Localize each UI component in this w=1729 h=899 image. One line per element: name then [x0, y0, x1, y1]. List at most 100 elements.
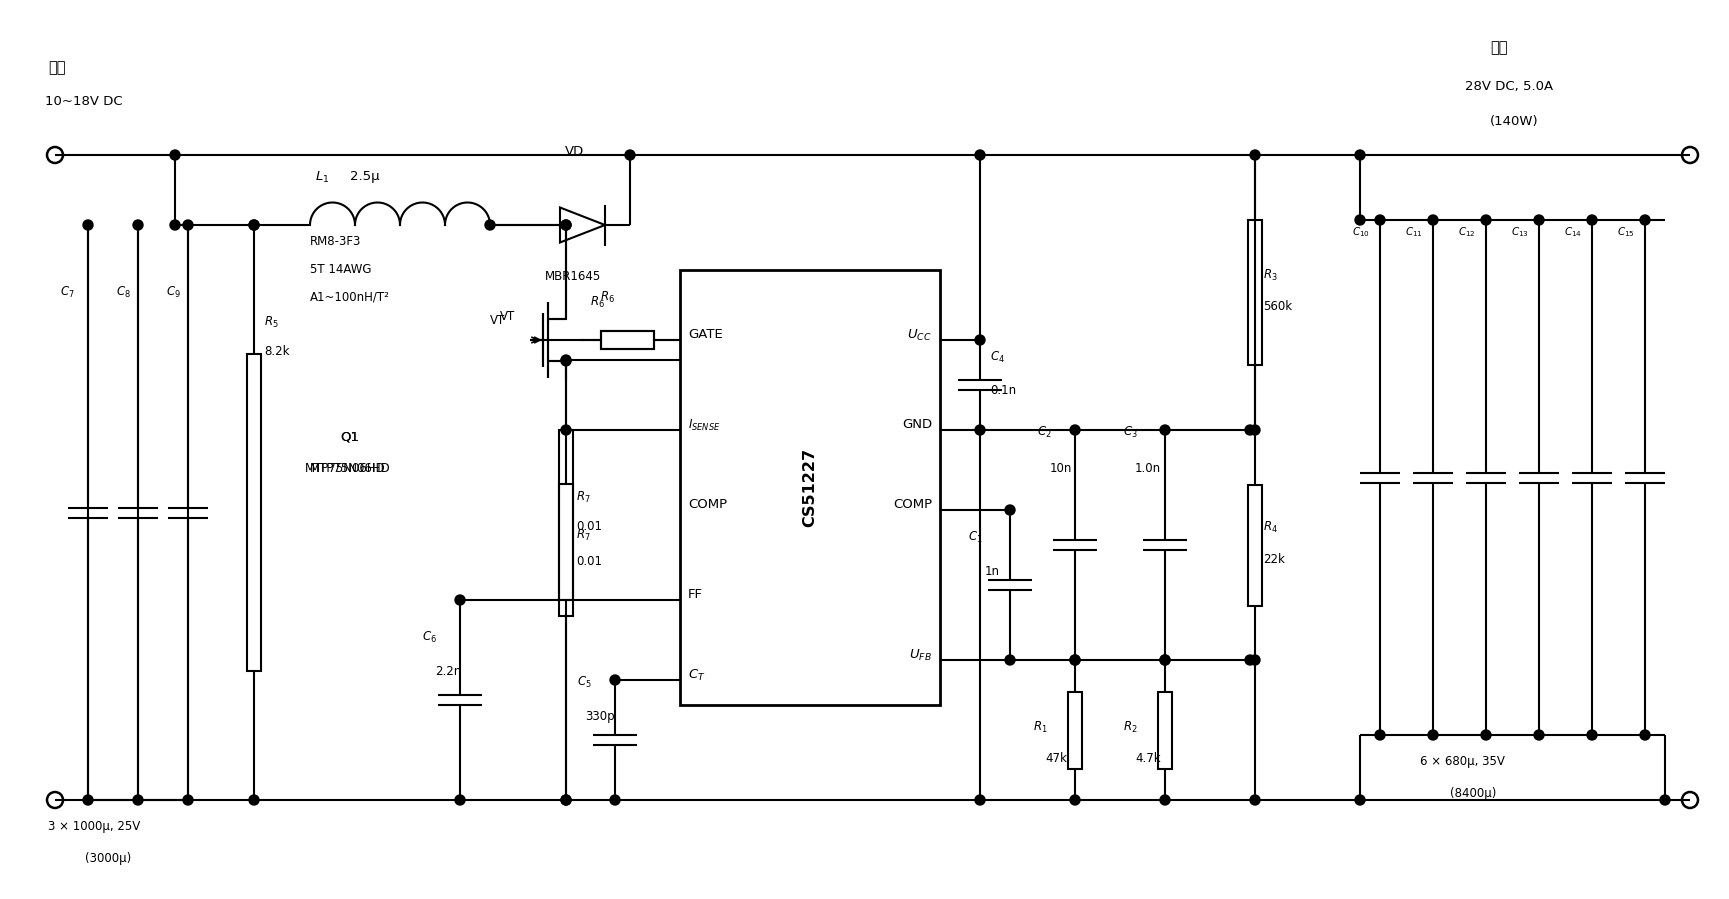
Circle shape [249, 795, 259, 805]
Bar [1248, 219, 1262, 365]
Circle shape [455, 795, 465, 805]
Circle shape [1587, 215, 1598, 225]
Circle shape [1250, 425, 1260, 435]
Circle shape [1641, 730, 1649, 740]
Circle shape [1245, 425, 1255, 435]
Text: $C_{13}$: $C_{13}$ [1511, 225, 1528, 239]
Circle shape [1245, 655, 1255, 665]
Text: $C_3$: $C_3$ [1124, 425, 1138, 441]
Text: $C_8$: $C_8$ [116, 285, 131, 300]
Bar [1248, 485, 1262, 606]
Circle shape [1641, 215, 1649, 225]
Text: 8.2k: 8.2k [265, 345, 289, 358]
Bar [558, 484, 572, 616]
Circle shape [1356, 150, 1364, 160]
Circle shape [560, 795, 571, 805]
Text: 输入: 输入 [48, 60, 66, 75]
Text: 1n: 1n [986, 565, 999, 578]
Text: $C_{10}$: $C_{10}$ [1352, 225, 1369, 239]
Circle shape [1160, 655, 1171, 665]
Text: $C_5$: $C_5$ [577, 675, 591, 690]
Circle shape [560, 355, 571, 365]
Text: $R_3$: $R_3$ [1262, 268, 1278, 282]
Circle shape [1070, 655, 1081, 665]
Text: VT: VT [489, 314, 505, 326]
Circle shape [560, 795, 571, 805]
Text: $R_7$: $R_7$ [576, 490, 591, 505]
Text: $C_1$: $C_1$ [968, 530, 982, 545]
Text: $C_{14}$: $C_{14}$ [1565, 225, 1582, 239]
Text: 560k: 560k [1262, 300, 1292, 314]
Bar [679, 270, 941, 705]
Circle shape [1070, 655, 1081, 665]
Circle shape [1482, 215, 1490, 225]
Circle shape [249, 220, 259, 230]
Circle shape [975, 150, 986, 160]
Text: $R_6$: $R_6$ [590, 295, 605, 310]
Text: (3000μ): (3000μ) [85, 852, 131, 865]
Bar [247, 354, 261, 671]
Circle shape [1587, 730, 1598, 740]
Text: 22k: 22k [1262, 553, 1285, 566]
Text: RM8-3F3: RM8-3F3 [309, 235, 361, 248]
Text: COMP: COMP [892, 498, 932, 511]
Circle shape [1428, 215, 1439, 225]
Text: 47k: 47k [1044, 752, 1067, 765]
Text: Q1: Q1 [341, 430, 360, 443]
Bar [602, 331, 654, 349]
Text: 2.5μ: 2.5μ [349, 170, 380, 183]
Circle shape [486, 220, 494, 230]
Circle shape [560, 220, 571, 230]
Text: 输出: 输出 [1490, 40, 1508, 55]
Bar [1069, 691, 1082, 769]
Text: 5T 14AWG: 5T 14AWG [309, 263, 372, 276]
Text: (140W): (140W) [1490, 115, 1539, 128]
Bar [602, 331, 654, 349]
Text: $C_{12}$: $C_{12}$ [1458, 225, 1477, 239]
Circle shape [1160, 425, 1171, 435]
Circle shape [83, 795, 93, 805]
Circle shape [1660, 795, 1670, 805]
Circle shape [1160, 655, 1171, 665]
Text: VD: VD [565, 145, 584, 158]
Text: MBR1645: MBR1645 [545, 270, 602, 283]
Text: MTP75N06HD: MTP75N06HD [304, 462, 386, 475]
Text: $C_4$: $C_4$ [991, 350, 1005, 365]
Circle shape [975, 335, 986, 345]
Text: GND: GND [903, 418, 932, 431]
Text: 0.1n: 0.1n [991, 384, 1017, 397]
Text: $L_1$: $L_1$ [315, 170, 330, 185]
Text: 0.01: 0.01 [576, 520, 602, 533]
Circle shape [610, 795, 621, 805]
Text: $C_6$: $C_6$ [422, 630, 437, 645]
Circle shape [560, 425, 571, 435]
Text: $C_{11}$: $C_{11}$ [1406, 225, 1423, 239]
Text: GATE: GATE [688, 328, 723, 341]
Text: (8400μ): (8400μ) [1451, 787, 1496, 800]
Text: $R_5$: $R_5$ [265, 315, 278, 330]
Text: $R_4$: $R_4$ [1262, 520, 1278, 535]
Text: 0.01: 0.01 [576, 555, 602, 568]
Text: $R_6$: $R_6$ [600, 290, 616, 305]
Text: $C_9$: $C_9$ [166, 285, 182, 300]
Text: $C_T$: $C_T$ [688, 668, 705, 683]
Text: 4.7k: 4.7k [1134, 752, 1160, 765]
Text: $R_1$: $R_1$ [1032, 720, 1048, 735]
Text: $U_{CC}$: $U_{CC}$ [908, 328, 932, 343]
Text: 3 × 1000μ, 25V: 3 × 1000μ, 25V [48, 820, 140, 833]
Circle shape [1356, 215, 1364, 225]
Text: 28V DC, 5.0A: 28V DC, 5.0A [1464, 80, 1553, 93]
Text: $R_2$: $R_2$ [1124, 720, 1138, 735]
Text: $C_2$: $C_2$ [1037, 425, 1051, 441]
Circle shape [183, 795, 194, 805]
Text: 10~18V DC: 10~18V DC [45, 95, 123, 108]
Circle shape [1375, 730, 1385, 740]
Bar [1158, 691, 1172, 769]
Text: MTP75N06HD: MTP75N06HD [309, 462, 391, 475]
Circle shape [455, 595, 465, 605]
Text: FF: FF [688, 588, 704, 601]
Bar [558, 430, 572, 601]
Circle shape [183, 220, 194, 230]
Text: 330p: 330p [584, 710, 614, 723]
Circle shape [610, 675, 621, 685]
